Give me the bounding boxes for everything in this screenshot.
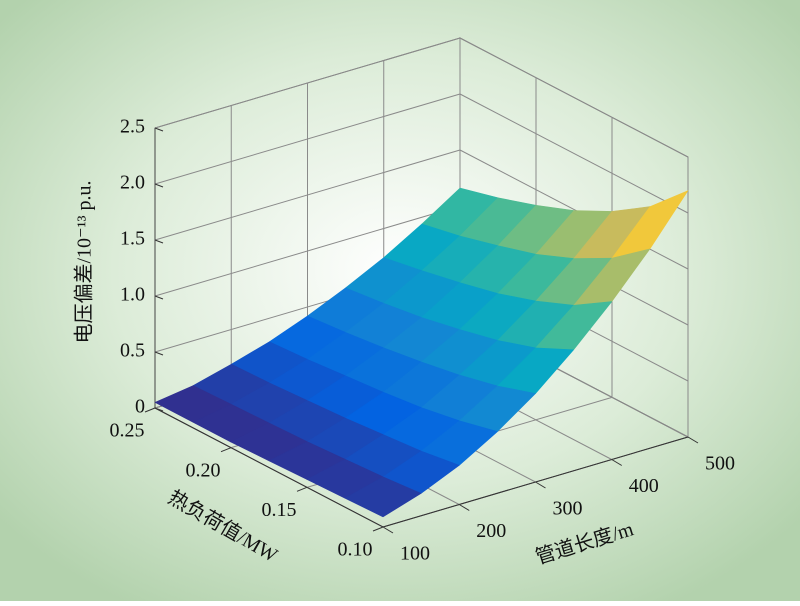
x-tick bbox=[382, 526, 394, 534]
x-tick bbox=[687, 436, 699, 444]
z-tick-label: 1.0 bbox=[120, 284, 145, 306]
y-tick-label: 0.20 bbox=[186, 459, 221, 481]
z-tick bbox=[154, 295, 164, 300]
z-tick bbox=[154, 351, 164, 356]
x-tick bbox=[611, 459, 623, 466]
x-tick-label: 300 bbox=[553, 498, 583, 520]
y-tick bbox=[372, 526, 384, 532]
z-grid-line bbox=[459, 37, 689, 158]
y-tick-label: 0.15 bbox=[262, 499, 297, 521]
z-tick-label: 2.0 bbox=[120, 172, 145, 194]
axis-line bbox=[154, 407, 384, 528]
z-axis-label: 电压偏差/10⁻¹³ p.u. bbox=[73, 180, 96, 343]
axis-line bbox=[382, 436, 689, 528]
z-tick bbox=[154, 127, 164, 132]
x-tick-label: 400 bbox=[629, 475, 659, 497]
y-tick bbox=[220, 447, 232, 453]
x-tick bbox=[535, 481, 546, 489]
surface-patch bbox=[344, 476, 422, 518]
x-tick-label: 100 bbox=[400, 543, 430, 565]
y-tick bbox=[296, 486, 308, 492]
y-tick-label: 0.10 bbox=[338, 539, 373, 561]
x-tick-label: 200 bbox=[476, 520, 506, 542]
z-tick-label: 1.5 bbox=[120, 228, 145, 250]
z-tick-label: 0.5 bbox=[120, 340, 145, 362]
z-tick bbox=[154, 239, 164, 244]
z-tick bbox=[154, 183, 164, 188]
y-tick-label: 0.25 bbox=[110, 420, 145, 442]
y-tick bbox=[144, 407, 156, 413]
z-grid-line bbox=[459, 93, 689, 214]
z-tick-label: 2.5 bbox=[120, 116, 145, 138]
x-tick-label: 500 bbox=[705, 453, 735, 475]
z-tick-label: 0 bbox=[135, 396, 145, 418]
x-tick bbox=[458, 504, 470, 511]
